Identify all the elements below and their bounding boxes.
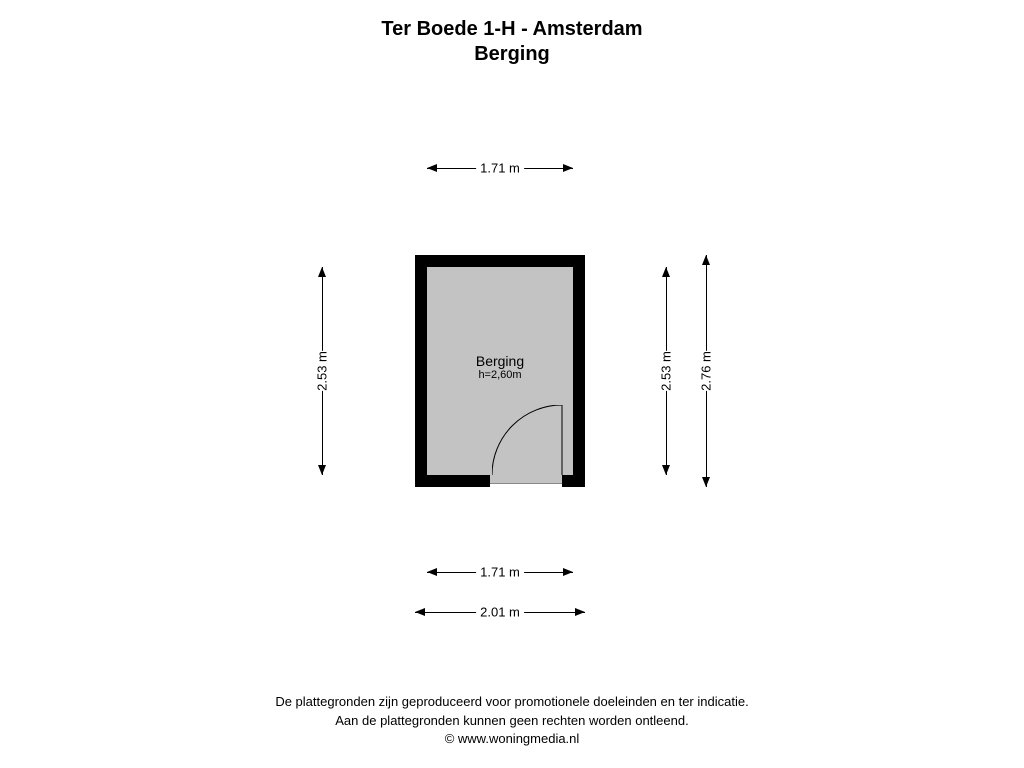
dimension-label: 1.71 m [476, 565, 524, 580]
room-height-label: h=2,60m [460, 369, 540, 381]
floor-plan: Berging h=2,60m 1.71 m 1.71 m 2.01 m 2.53 m… [0, 0, 1024, 768]
dimension-label: 2.01 m [476, 605, 524, 620]
footer-line-1: De plattegronden zijn geproduceerd voor … [0, 693, 1024, 711]
dimension-label: 2.76 m [695, 351, 718, 391]
footer-line-3: © www.woningmedia.nl [0, 730, 1024, 748]
room-name: Berging [460, 353, 540, 369]
dimension-label: 2.53 m [311, 351, 334, 391]
room-label: Berging h=2,60m [460, 353, 540, 381]
dimension-label: 2.53 m [655, 351, 678, 391]
door-threshold [490, 483, 562, 487]
door-swing-icon [492, 405, 564, 477]
dimension-label: 1.71 m [476, 161, 524, 176]
footer-line-2: Aan de plattegronden kunnen geen rechten… [0, 712, 1024, 730]
footer-block: De plattegronden zijn geproduceerd voor … [0, 693, 1024, 748]
